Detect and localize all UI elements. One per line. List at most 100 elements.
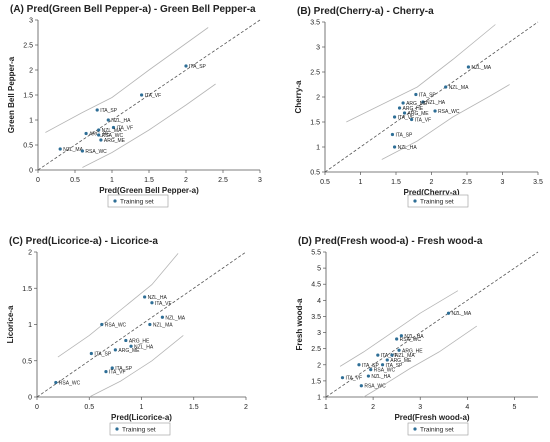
data-point-label: NZL_HA [398,145,418,151]
data-point-label: ARG_ME [118,348,140,354]
confidence-band-upper [346,24,496,123]
legend-marker [413,427,417,431]
data-point-label: NZL_MA [63,147,83,153]
data-point [369,368,373,372]
chart-panel-c: (C) Pred(Licorice-a) - Licorice-a 0 0.5 1 1.… [6,236,248,436]
data-point [397,348,401,352]
y-axis-label: Cherry-a [294,80,303,113]
confidence-band-lower [89,335,184,398]
legend-marker [413,199,417,203]
data-point [433,109,437,113]
data-point [150,301,154,305]
legend-box [407,194,469,208]
x-tick-label: 2.5 [218,177,228,184]
data-point [124,338,128,343]
y-tick-label: 3 [29,18,33,25]
fit-line [324,21,539,173]
legend-entry: Training set [420,427,454,434]
data-point-label: ITA_SP [115,366,133,372]
data-point [97,133,101,137]
y-tick-label: 4 [317,298,321,305]
data-point [106,118,110,122]
data-point [466,65,471,69]
data-point-label: NZL_HA [426,100,446,106]
x-tick-label: 0 [35,404,39,411]
confidence-band-lower [381,84,510,160]
data-point [444,85,448,89]
data-point-label: NZL_MA [471,65,491,71]
y-tick-label: 2.5 [311,346,321,353]
data-point-label: NZL_HA [148,295,168,301]
data-point [397,106,402,110]
fit-line [36,251,247,398]
data-point-label: ITA_VF [345,376,362,382]
data-point-label: NZL_MA [451,311,471,317]
y-tick-label: 0.5 [310,170,320,177]
x-tick-label: 1 [324,404,328,411]
data-point-label: RSA_WC [400,337,422,343]
data-point-label: ITA_VF [109,370,126,376]
x-tick-label: 1 [359,179,363,186]
chart-title: (A) Pred(Green Bell Pepper-a) - Green Be… [10,4,256,15]
data-point [58,147,62,151]
data-point-label: RSA_WC [105,323,127,329]
x-axis-label: Pred(Green Bell Pepper-a) [99,186,199,195]
y-tick-label: 2.5 [310,70,320,77]
data-point [99,138,103,142]
data-point-label: RSA_WC [364,384,386,390]
data-point [390,353,394,357]
data-point-label: ARG_HE [402,348,423,354]
data-point [100,322,104,327]
data-point-label: ITA_SP [395,133,413,139]
data-point [359,384,363,388]
legend-marker [115,427,119,431]
x-axis-label: Pred(Cherry-a) [403,188,459,197]
y-tick-label: 1.5 [311,378,321,385]
data-point [140,93,144,97]
chart-panel-a: (A) Pred(Green Bell Pepper-a) - Green Be… [7,4,262,208]
data-point [89,351,93,356]
y-tick-label: 1 [28,322,32,329]
data-point [399,334,403,338]
y-tick-label: 5 [317,266,321,273]
y-tick-label: 5.5 [311,250,321,257]
data-point [110,366,114,370]
data-point-label: ITA_VF [116,126,133,132]
data-point-label: RSA_WC [85,149,107,155]
confidence-band-lower [82,83,216,168]
data-point [414,92,418,97]
x-tick-label: 0 [36,177,40,184]
confidence-band-lower [363,325,478,398]
legend-entry: Training set [122,427,156,434]
data-point [402,111,407,115]
chart-title: (B) Pred(Cherry-a) - Cherry-a [297,6,434,17]
x-tick-label: 2.5 [462,179,472,186]
data-point-label: NZL_MA [165,315,185,321]
y-tick-label: 1 [316,145,320,152]
y-tick-label: 0.5 [22,358,32,365]
x-tick-label: 2 [184,177,188,184]
confidence-band-upper [45,27,209,133]
data-point-label: ITA_VF [155,301,172,307]
chart-panel-d: (D) Pred(Fresh wood-a) - Fresh wood-a 1 2 3… [295,236,539,436]
y-tick-label: 0 [29,168,33,175]
data-point-label: RSA_WC [59,381,81,387]
data-point [340,376,345,380]
data-point-label: NZL_MA [449,85,469,91]
y-tick-label: 3.5 [310,20,320,27]
data-point [84,131,88,136]
data-point-label: ITA_VF [381,353,398,359]
data-point [376,353,380,357]
data-point [148,322,152,327]
y-tick-label: 3 [317,330,321,337]
legend-box [107,194,169,208]
data-point-label: ARG_HE [403,106,424,112]
data-point-label: ARG_ME [104,138,126,144]
x-tick-label: 4 [465,404,469,411]
x-tick-label: 0.5 [84,404,94,411]
y-tick-label: 2.5 [23,43,33,50]
data-point-label: NZL_MA [395,353,415,359]
y-tick-label: 2 [316,95,320,102]
data-point-label: ITA_VF [145,93,162,99]
data-point [401,101,405,105]
